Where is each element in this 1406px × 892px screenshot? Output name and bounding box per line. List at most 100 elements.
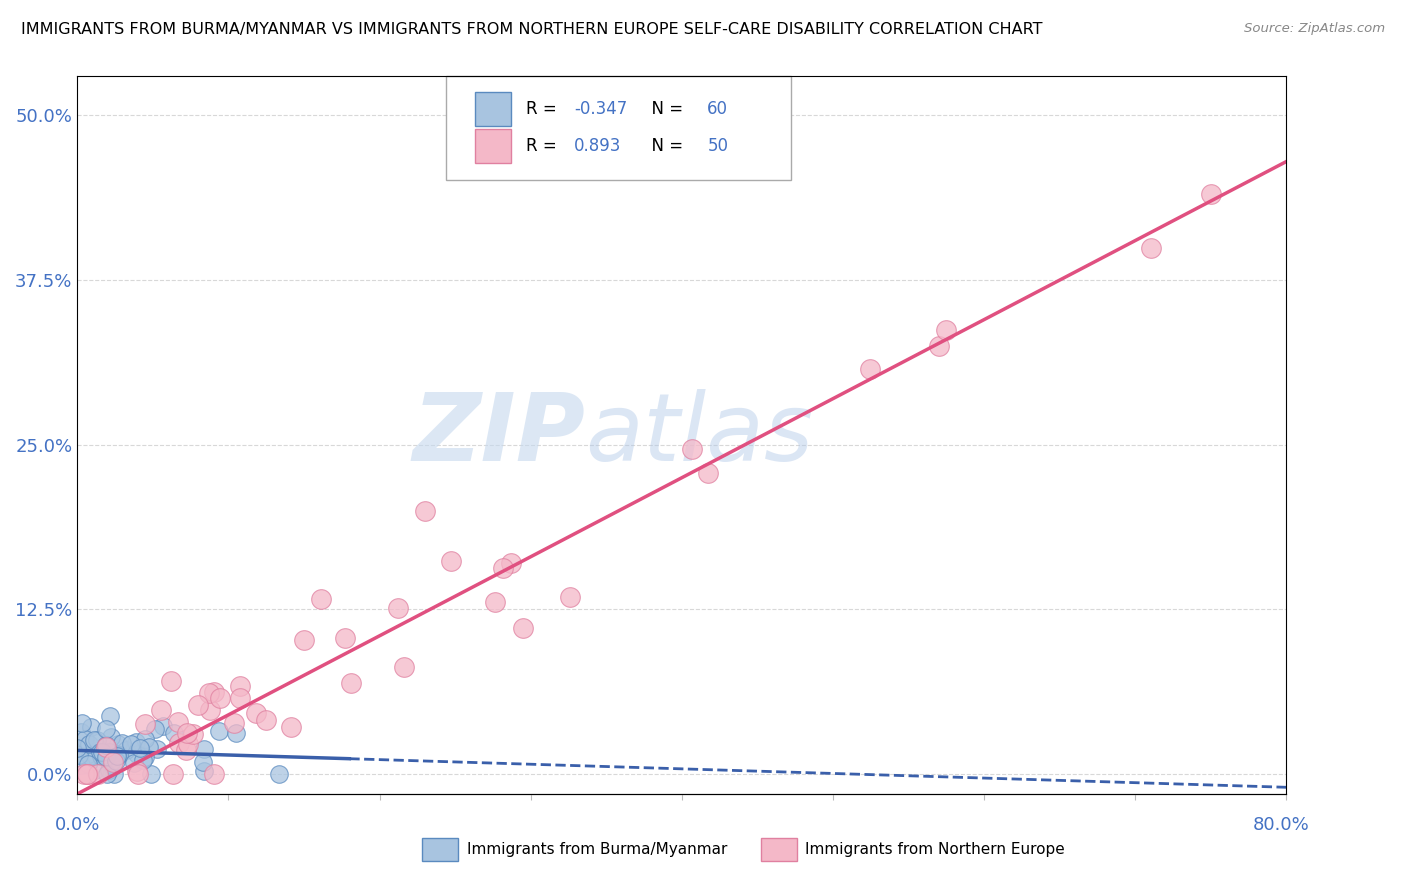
Point — [167, 736, 190, 750]
Point — [208, 724, 231, 739]
Point — [225, 725, 247, 739]
Point — [107, 737, 129, 751]
Point — [127, 767, 149, 781]
Point — [339, 676, 361, 690]
Text: atlas: atlas — [585, 389, 814, 481]
Point — [100, 731, 122, 745]
Point — [67, 747, 90, 762]
Point — [105, 747, 128, 762]
Point — [1199, 187, 1222, 202]
FancyBboxPatch shape — [475, 92, 512, 126]
Point — [928, 339, 950, 353]
Point — [143, 722, 166, 736]
Point — [98, 708, 121, 723]
FancyBboxPatch shape — [422, 838, 458, 861]
Point — [86, 733, 108, 747]
Point — [111, 736, 134, 750]
Point — [501, 556, 523, 570]
Point — [146, 742, 169, 756]
Point — [222, 716, 245, 731]
Text: 0.0%: 0.0% — [55, 816, 100, 834]
Point — [90, 745, 112, 759]
Point — [191, 755, 214, 769]
Point — [108, 747, 131, 762]
Point — [105, 749, 128, 764]
Text: Source: ZipAtlas.com: Source: ZipAtlas.com — [1244, 22, 1385, 36]
Text: Immigrants from Burma/Myanmar: Immigrants from Burma/Myanmar — [467, 842, 727, 856]
Text: -0.347: -0.347 — [574, 100, 627, 118]
Point — [103, 756, 125, 770]
Point — [181, 727, 204, 741]
Point — [681, 442, 703, 456]
Point — [333, 632, 356, 646]
Point — [202, 685, 225, 699]
Point — [208, 690, 231, 705]
Text: 60: 60 — [707, 100, 728, 118]
Point — [98, 745, 121, 759]
Point — [127, 747, 149, 761]
Point — [79, 748, 101, 763]
Point — [139, 767, 162, 781]
Point — [138, 739, 160, 754]
Point — [70, 742, 93, 756]
Text: R =: R = — [526, 100, 562, 118]
Text: 0.893: 0.893 — [574, 137, 621, 155]
Point — [76, 767, 98, 781]
Point — [193, 742, 215, 756]
Point — [159, 674, 181, 689]
Point — [98, 763, 121, 777]
Point — [198, 686, 221, 700]
Point — [134, 750, 156, 764]
Text: IMMIGRANTS FROM BURMA/MYANMAR VS IMMIGRANTS FROM NORTHERN EUROPE SELF-CARE DISAB: IMMIGRANTS FROM BURMA/MYANMAR VS IMMIGRA… — [21, 22, 1043, 37]
Text: N =: N = — [641, 137, 688, 155]
Point — [84, 763, 107, 777]
Point — [96, 738, 118, 752]
Point — [70, 724, 93, 739]
Point — [187, 698, 209, 712]
Point — [66, 740, 89, 755]
Point — [122, 756, 145, 770]
Point — [94, 749, 117, 764]
Point — [94, 740, 117, 755]
Point — [193, 764, 215, 778]
Point — [269, 767, 291, 781]
Point — [200, 703, 222, 717]
Point — [229, 679, 252, 693]
Point — [101, 759, 124, 773]
FancyBboxPatch shape — [761, 838, 797, 861]
Point — [228, 691, 250, 706]
Point — [89, 745, 111, 759]
Point — [100, 754, 122, 768]
Point — [174, 743, 197, 757]
Text: 50: 50 — [707, 137, 728, 155]
Point — [177, 737, 200, 751]
Point — [392, 659, 415, 673]
Point — [131, 753, 153, 767]
Point — [129, 740, 152, 755]
Point — [125, 735, 148, 749]
Point — [492, 560, 515, 574]
Point — [83, 749, 105, 764]
Point — [72, 716, 94, 731]
Point — [280, 720, 302, 734]
Point — [176, 726, 198, 740]
Point — [859, 362, 882, 376]
FancyBboxPatch shape — [475, 129, 512, 163]
Text: ZIP: ZIP — [412, 389, 585, 481]
Point — [202, 767, 225, 781]
Text: N =: N = — [641, 100, 688, 118]
Point — [91, 750, 114, 764]
Point — [560, 590, 582, 604]
Point — [697, 466, 720, 480]
FancyBboxPatch shape — [446, 76, 790, 180]
Point — [292, 632, 315, 647]
Point — [76, 767, 98, 781]
Point — [87, 766, 110, 780]
Point — [309, 591, 332, 606]
Point — [512, 621, 534, 635]
Text: Immigrants from Northern Europe: Immigrants from Northern Europe — [806, 842, 1064, 856]
Point — [152, 719, 174, 733]
Point — [80, 720, 103, 734]
Point — [76, 757, 98, 772]
Point — [90, 748, 112, 763]
